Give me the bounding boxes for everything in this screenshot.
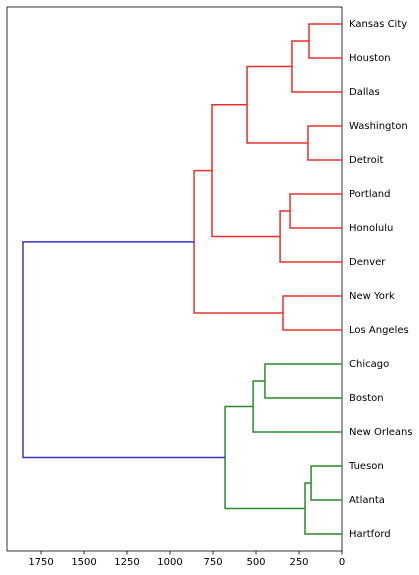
leaf-label: Detroit <box>349 155 384 166</box>
x-tick-label: 0 <box>339 557 345 568</box>
leaf-label: Los Angeles <box>349 325 409 336</box>
x-tick-label: 500 <box>246 557 265 568</box>
leaf-label: Atlanta <box>349 495 385 506</box>
branch <box>308 23 342 59</box>
leaf-label: Kansas City <box>349 19 407 30</box>
leaf-label: New Orleans <box>349 427 413 438</box>
x-tick-label: 250 <box>289 557 308 568</box>
plot-frame <box>6 6 343 552</box>
x-tick-label: 1500 <box>71 557 96 568</box>
leaf-label: Hartford <box>349 529 391 540</box>
branch <box>264 363 342 399</box>
branch <box>211 104 281 238</box>
leaf-label: Houston <box>349 53 391 64</box>
x-tick-label: 750 <box>203 557 222 568</box>
branch <box>224 405 306 510</box>
branch <box>307 125 342 161</box>
branch <box>310 465 342 501</box>
leaf-label: Chicago <box>349 359 389 370</box>
branch <box>282 295 342 331</box>
x-tick-label: 1750 <box>28 557 53 568</box>
leaf-label: Tueson <box>348 461 384 472</box>
leaf-label: Denver <box>349 257 386 268</box>
x-tick-label: 1000 <box>157 557 182 568</box>
leaf-label: Portland <box>349 189 390 200</box>
branch <box>252 380 342 433</box>
branch <box>193 169 284 314</box>
leaf-label: New York <box>349 291 395 302</box>
branch <box>246 65 308 144</box>
leaf-label: Boston <box>349 393 384 404</box>
branch <box>22 241 226 459</box>
leaf-label: Dallas <box>349 87 380 98</box>
x-tick-label: 1250 <box>114 557 139 568</box>
branch <box>291 40 342 93</box>
leaf-label: Washington <box>349 121 408 132</box>
leaf-label: Honolulu <box>349 223 393 234</box>
branch <box>289 193 342 229</box>
